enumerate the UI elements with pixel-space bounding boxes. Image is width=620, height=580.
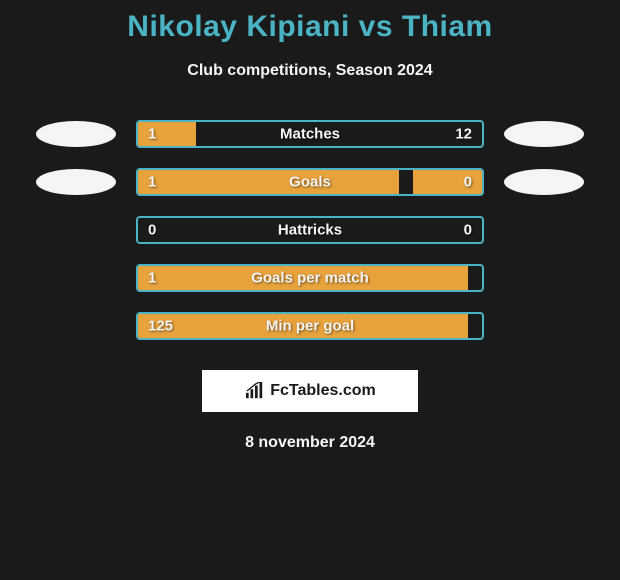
stat-value-left: 125 <box>148 318 173 335</box>
comparison-widget: Nikolay Kipiani vs Thiam Club competitio… <box>0 0 620 460</box>
stat-bar: 0 0 Hattricks <box>136 216 484 244</box>
player-right-mark <box>504 169 584 195</box>
stat-label: Hattricks <box>278 222 342 239</box>
stat-value-left: 0 <box>148 222 156 239</box>
stat-value-left: 1 <box>148 174 156 191</box>
stat-label: Min per goal <box>266 318 354 335</box>
stat-row: 0 0 Hattricks <box>0 216 620 244</box>
bar-fill-left <box>138 170 399 194</box>
stat-label: Goals <box>289 174 331 191</box>
stat-row: 125 Min per goal <box>0 312 620 340</box>
stat-label: Goals per match <box>251 270 369 287</box>
page-title: Nikolay Kipiani vs Thiam <box>127 10 492 44</box>
chart-icon <box>244 382 266 400</box>
subtitle: Club competitions, Season 2024 <box>187 62 432 80</box>
stat-value-left: 1 <box>148 126 156 143</box>
brand-text: FcTables.com <box>270 382 376 400</box>
stat-label: Matches <box>280 126 340 143</box>
bar-fill-left <box>138 122 196 146</box>
stat-row: 1 0 Goals <box>0 168 620 196</box>
stat-value-right: 0 <box>464 222 472 239</box>
player-left-mark <box>36 169 116 195</box>
date-line: 8 november 2024 <box>245 434 375 452</box>
stat-row: 1 12 Matches <box>0 120 620 148</box>
stats-container: 1 12 Matches 1 0 Goals 0 0 Hattricks 1 Goals per m… <box>0 120 620 360</box>
stat-value-right: 12 <box>455 126 472 143</box>
stat-bar: 125 Min per goal <box>136 312 484 340</box>
stat-bar: 1 Goals per match <box>136 264 484 292</box>
stat-value-left: 1 <box>148 270 156 287</box>
player-left-mark <box>36 121 116 147</box>
stat-bar: 1 12 Matches <box>136 120 484 148</box>
player-right-mark <box>504 121 584 147</box>
stat-row: 1 Goals per match <box>0 264 620 292</box>
stat-value-right: 0 <box>464 174 472 191</box>
stat-bar: 1 0 Goals <box>136 168 484 196</box>
brand-logo[interactable]: FcTables.com <box>202 370 418 412</box>
